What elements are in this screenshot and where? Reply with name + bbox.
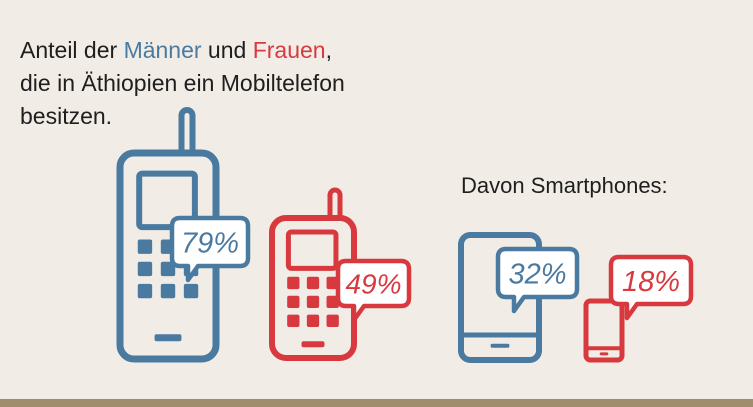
phone-key bbox=[306, 295, 320, 309]
title-line-3: besitzen. bbox=[20, 103, 113, 129]
phone-key bbox=[137, 261, 153, 277]
value-bubble: 18% bbox=[608, 254, 694, 321]
value-bubble: 79% bbox=[169, 215, 251, 283]
title-women-label: Frauen bbox=[252, 37, 326, 63]
phone-key bbox=[326, 314, 339, 327]
smartphone-icon bbox=[583, 298, 625, 363]
phone-key bbox=[287, 295, 300, 309]
value-label: 18% bbox=[622, 266, 680, 298]
smartphone-home-button bbox=[599, 352, 609, 356]
feature-phone-icon bbox=[269, 187, 357, 361]
value-label: 49% bbox=[345, 269, 401, 300]
bottom-divider bbox=[0, 399, 753, 407]
bubble-shape bbox=[169, 215, 251, 283]
phone-key bbox=[160, 283, 176, 299]
phone-home-key bbox=[301, 341, 325, 348]
phone-key bbox=[306, 314, 320, 327]
smartphone-body bbox=[583, 298, 625, 363]
phone-key bbox=[137, 283, 153, 299]
value-bubble: 49% bbox=[335, 258, 412, 323]
bubble-shape bbox=[608, 254, 694, 321]
title-text: Anteil der bbox=[20, 37, 124, 63]
value-label: 79% bbox=[181, 227, 239, 259]
value-label: 32% bbox=[508, 258, 566, 290]
phone-key bbox=[287, 276, 300, 290]
phone-key bbox=[306, 276, 320, 290]
title-men-label: Männer bbox=[123, 37, 202, 63]
phone-screen bbox=[136, 170, 198, 231]
bubble-shape bbox=[335, 258, 412, 323]
phone-key bbox=[183, 283, 199, 299]
title-line-2: die in Äthiopien ein Mobiltelefon bbox=[20, 70, 345, 96]
smartphones-subtitle: Davon Smartphones: bbox=[461, 173, 668, 198]
phone-key bbox=[137, 239, 153, 254]
phone-screen bbox=[285, 229, 339, 271]
value-bubble: 32% bbox=[495, 246, 580, 314]
smartphone-home-button bbox=[490, 343, 510, 348]
title-text: , bbox=[325, 37, 332, 63]
bubble-shape bbox=[495, 246, 580, 314]
phone-key bbox=[287, 314, 300, 327]
chart-title: Anteil der Männer und Frauen, die in Äth… bbox=[20, 34, 345, 133]
title-text: und bbox=[201, 37, 253, 63]
phone-key bbox=[326, 295, 339, 309]
phone-key bbox=[160, 261, 176, 277]
phone-home-key bbox=[154, 334, 182, 342]
